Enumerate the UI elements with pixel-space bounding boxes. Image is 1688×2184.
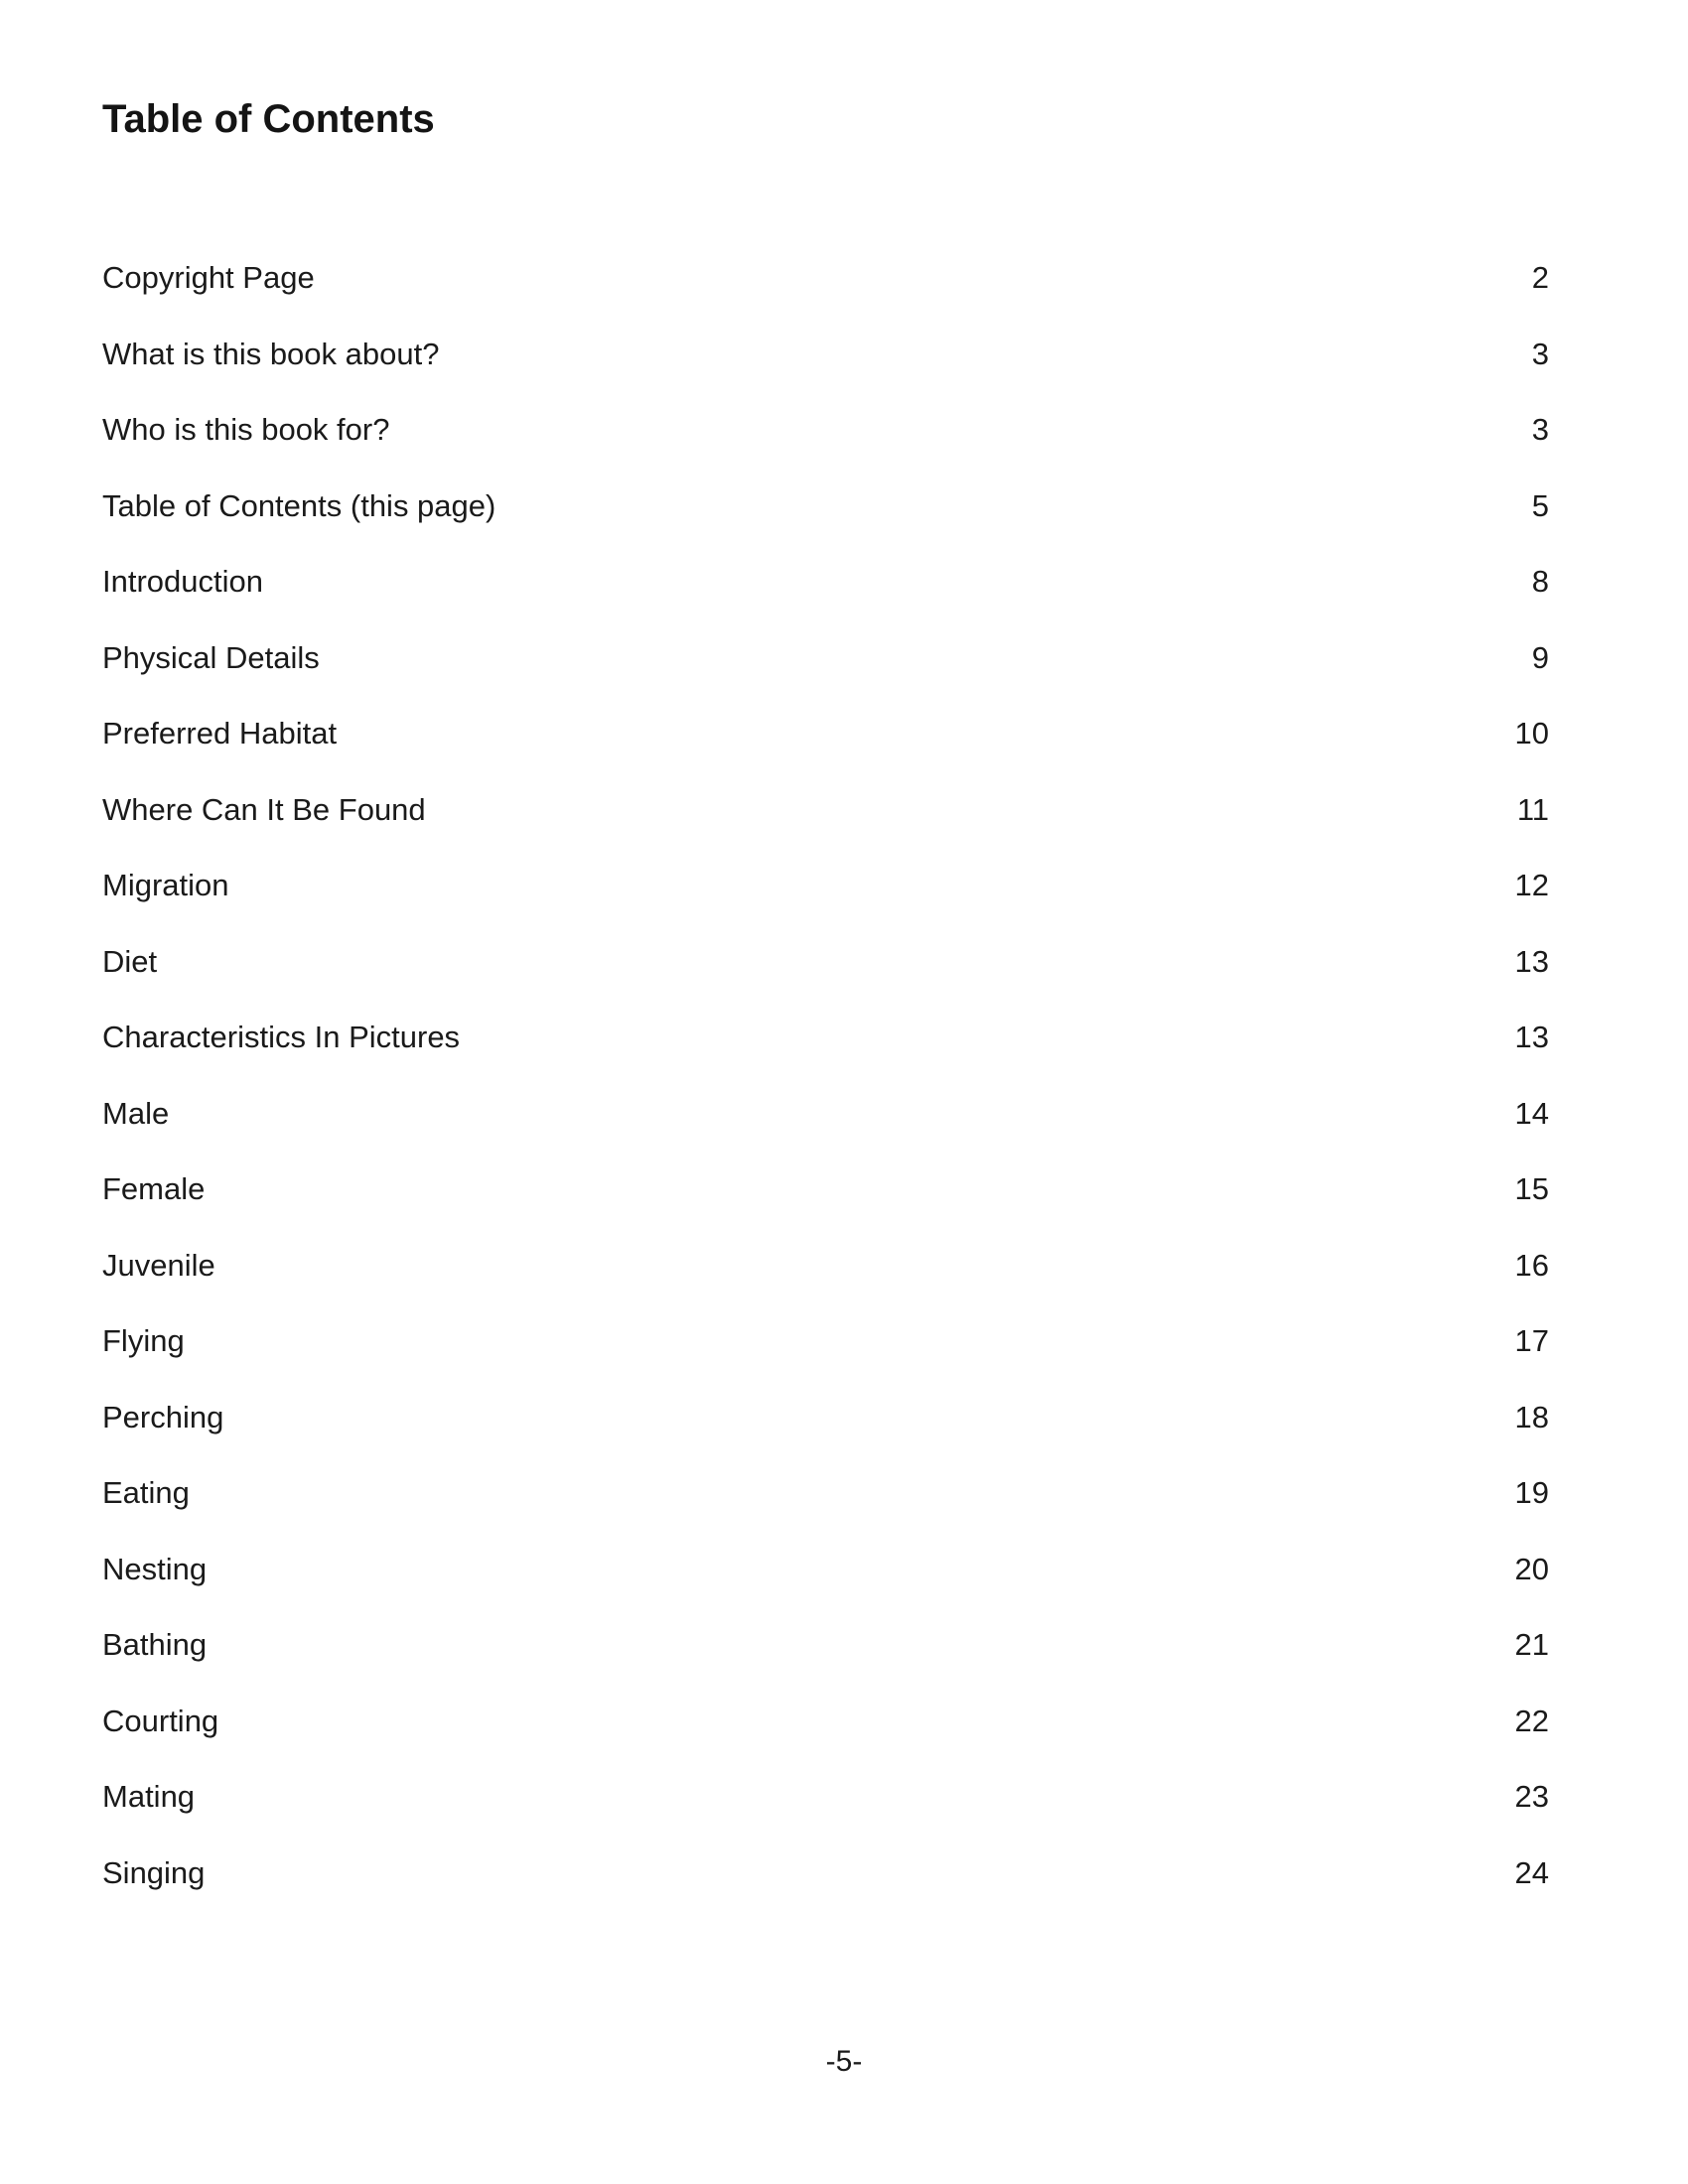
toc-entry-label: Characteristics In Pictures xyxy=(102,1020,461,1054)
toc-row: Female 15 xyxy=(102,1171,1549,1248)
toc-entry-label: Mating xyxy=(102,1779,196,1814)
toc-entry-page: 5 xyxy=(1531,487,1549,523)
toc-entry-page: 3 xyxy=(1531,336,1549,371)
toc-entry-label: Nesting xyxy=(102,1551,208,1586)
toc-row: Where Can It Be Found 11 xyxy=(102,792,1549,869)
toc-list: Copyright Page 2 What is this book about… xyxy=(102,260,1549,1931)
toc-entry-label: Who is this book for? xyxy=(102,412,390,447)
toc-row: Copyright Page 2 xyxy=(102,260,1549,337)
toc-entry-label: Bathing xyxy=(102,1627,208,1662)
toc-entry-label: Physical Details xyxy=(102,639,320,675)
toc-row: Preferred Habitat 10 xyxy=(102,716,1549,792)
toc-entry-page: 3 xyxy=(1531,412,1549,447)
toc-entry-label: Female xyxy=(102,1171,206,1206)
toc-entry-label: What is this book about? xyxy=(102,336,440,371)
toc-entry-page: 16 xyxy=(1514,1247,1549,1283)
toc-entry-page: 19 xyxy=(1514,1475,1549,1510)
toc-row: Perching 18 xyxy=(102,1400,1549,1476)
page-footer: -5- xyxy=(825,2045,863,2078)
toc-row: Mating 23 xyxy=(102,1779,1549,1855)
toc-entry-page: 17 xyxy=(1514,1323,1549,1358)
toc-entry-page: 23 xyxy=(1514,1779,1549,1814)
toc-entry-label: Migration xyxy=(102,868,229,902)
toc-row: Juvenile 16 xyxy=(102,1248,1549,1324)
toc-entry-page: 22 xyxy=(1514,1703,1549,1738)
toc-row: Diet 13 xyxy=(102,944,1549,1021)
toc-row: Introduction 8 xyxy=(102,564,1549,640)
toc-row: Eating 19 xyxy=(102,1475,1549,1552)
toc-row: Nesting 20 xyxy=(102,1552,1549,1628)
toc-row: Bathing 21 xyxy=(102,1627,1549,1704)
page-title: Table of Contents xyxy=(102,97,435,141)
toc-entry-label: Eating xyxy=(102,1475,190,1510)
toc-entry-label: Perching xyxy=(102,1399,224,1434)
toc-entry-label: Diet xyxy=(102,943,158,979)
toc-entry-label: Preferred Habitat xyxy=(102,716,338,751)
toc-row: Male 14 xyxy=(102,1096,1549,1172)
toc-entry-page: 20 xyxy=(1514,1551,1549,1586)
toc-row: Courting 22 xyxy=(102,1704,1549,1780)
toc-entry-label: Where Can It Be Found xyxy=(102,791,426,827)
toc-entry-page: 18 xyxy=(1514,1399,1549,1434)
toc-entry-label: Table of Contents (this page) xyxy=(102,487,496,523)
toc-entry-label: Flying xyxy=(102,1323,185,1358)
toc-entry-page: 13 xyxy=(1514,943,1549,979)
toc-row: Characteristics In Pictures 13 xyxy=(102,1020,1549,1096)
toc-entry-page: 14 xyxy=(1514,1095,1549,1131)
toc-entry-label: Copyright Page xyxy=(102,260,315,295)
toc-row: Table of Contents (this page) 5 xyxy=(102,488,1549,565)
toc-entry-page: 24 xyxy=(1514,1854,1549,1890)
toc-entry-page: 13 xyxy=(1514,1020,1549,1054)
toc-entry-page: 8 xyxy=(1531,564,1549,599)
toc-row: What is this book about? 3 xyxy=(102,337,1549,413)
toc-row: Flying 17 xyxy=(102,1323,1549,1400)
toc-entry-page: 15 xyxy=(1514,1171,1549,1206)
toc-entry-label: Juvenile xyxy=(102,1247,215,1283)
toc-entry-page: 21 xyxy=(1514,1627,1549,1662)
toc-entry-page: 10 xyxy=(1514,716,1549,751)
toc-row: Who is this book for? 3 xyxy=(102,412,1549,488)
toc-entry-label: Singing xyxy=(102,1854,206,1890)
toc-row: Migration 12 xyxy=(102,868,1549,944)
toc-row: Singing 24 xyxy=(102,1855,1549,1932)
toc-entry-label: Male xyxy=(102,1095,170,1131)
toc-entry-page: 2 xyxy=(1531,260,1549,295)
toc-entry-page: 12 xyxy=(1514,868,1549,902)
toc-entry-label: Courting xyxy=(102,1703,219,1738)
toc-entry-page: 11 xyxy=(1516,791,1549,827)
toc-entry-page: 9 xyxy=(1531,639,1549,675)
toc-entry-label: Introduction xyxy=(102,564,263,599)
toc-row: Physical Details 9 xyxy=(102,640,1549,717)
